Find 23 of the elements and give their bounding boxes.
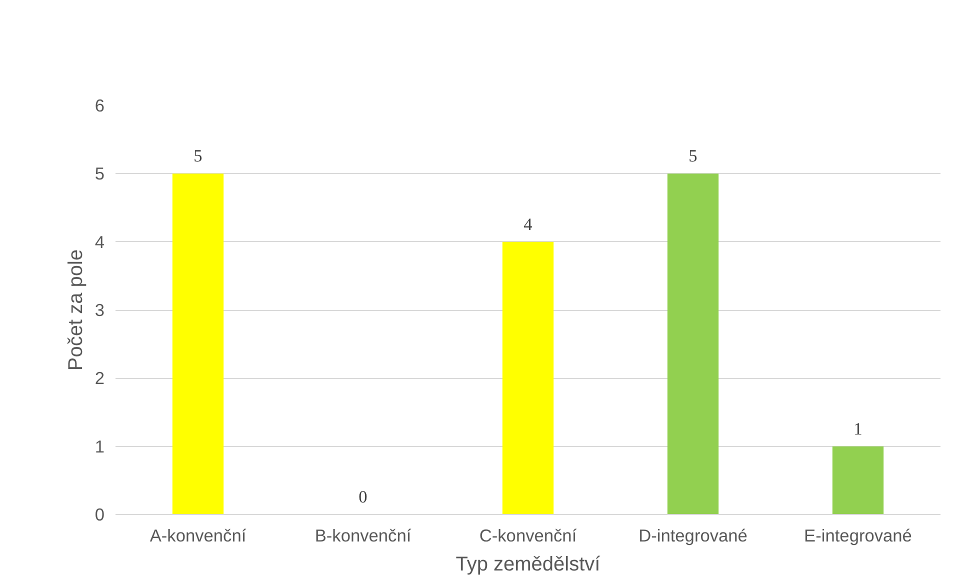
bar [667,174,719,514]
y-tick-label: 1 [94,436,105,456]
bar [832,446,884,514]
bar [172,174,224,514]
x-tick-label: A-konvenční [150,526,246,546]
x-axis-title: Typ zemědělství [456,554,601,576]
bar [502,242,554,514]
y-tick-label: 5 [94,164,105,184]
data-label: 0 [358,488,368,506]
x-tick-label: E-integrované [804,526,912,546]
data-label: 1 [854,419,862,438]
y-tick-label: 6 [94,96,105,116]
x-tick-label: B-konvenční [314,526,412,546]
x-tick-label: C-konvenční [479,526,577,546]
x-tick-label: D-integrované [638,526,748,546]
y-tick-label: 0 [94,504,105,524]
y-tick-label: 4 [94,232,105,252]
data-label: 5 [688,146,698,166]
data-label: 5 [194,146,202,166]
data-label: 4 [524,214,533,234]
y-tick-label: 3 [94,300,105,320]
y-axis-title: Počet za pole [64,249,87,371]
y-tick-label: 2 [94,368,105,388]
